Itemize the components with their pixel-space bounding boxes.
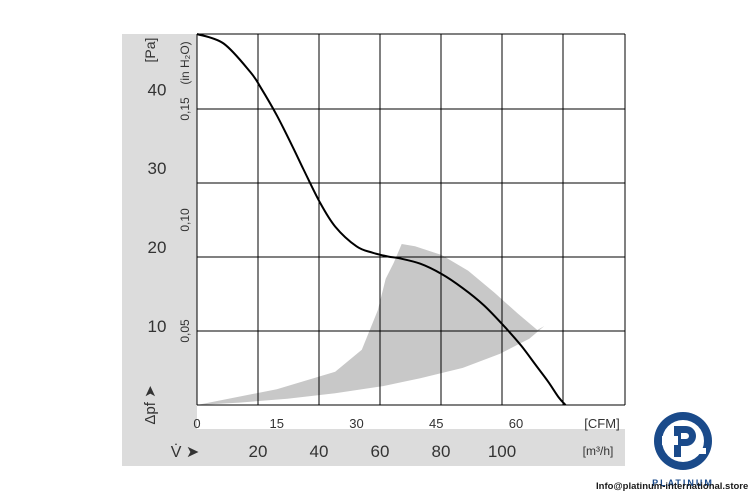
x2-tick-label: 80 — [432, 442, 451, 461]
bottom-axis-band — [122, 429, 625, 466]
x-tick-label: 30 — [349, 416, 363, 431]
secondary-y-tick-label: 0,05 — [178, 319, 192, 343]
y-axis-unit: [Pa] — [142, 38, 158, 63]
x-ticks-m3h: 20 40 60 80 100 — [249, 442, 517, 461]
x2-axis-label: V̇ ➤ — [171, 443, 200, 461]
y-tick-label: 10 — [148, 317, 167, 336]
x2-tick-label: 60 — [371, 442, 390, 461]
y-tick-label: 40 — [148, 80, 167, 99]
brand-block: PLATINUM — [640, 410, 726, 488]
contact-email: Info@platinum-international.store — [596, 481, 749, 492]
secondary-y-axis-unit: (in H₂O) — [178, 41, 192, 84]
x-tick-label: 0 — [193, 416, 200, 431]
x2-axis-unit: [m³/h] — [583, 444, 614, 458]
secondary-y-tick-label: 0,10 — [178, 208, 192, 232]
x2-tick-label: 40 — [310, 442, 329, 461]
y-tick-label: 30 — [148, 159, 167, 178]
x2-tick-label: 100 — [488, 442, 516, 461]
x2-tick-label: 20 — [249, 442, 268, 461]
grid — [196, 33, 626, 406]
brand-name: PLATINUM — [652, 478, 714, 488]
secondary-y-ticks: 0,05 0,10 0,15 — [178, 97, 192, 343]
y-ticks: 10 20 30 40 — [148, 80, 167, 336]
x-tick-label: 45 — [429, 416, 443, 431]
y-tick-label: 20 — [148, 238, 167, 257]
x-tick-label: 15 — [270, 416, 284, 431]
secondary-y-tick-label: 0,15 — [178, 97, 192, 121]
x-axis-unit: [CFM] — [584, 416, 619, 431]
platinum-logo-icon — [654, 412, 712, 470]
series-line — [196, 33, 567, 406]
y-axis-label: Δpf ➤ — [142, 385, 159, 424]
x-tick-label: 60 — [509, 416, 523, 431]
left-axis-band — [122, 34, 197, 466]
x-ticks-cfm: 0 15 30 45 60 — [193, 416, 523, 431]
